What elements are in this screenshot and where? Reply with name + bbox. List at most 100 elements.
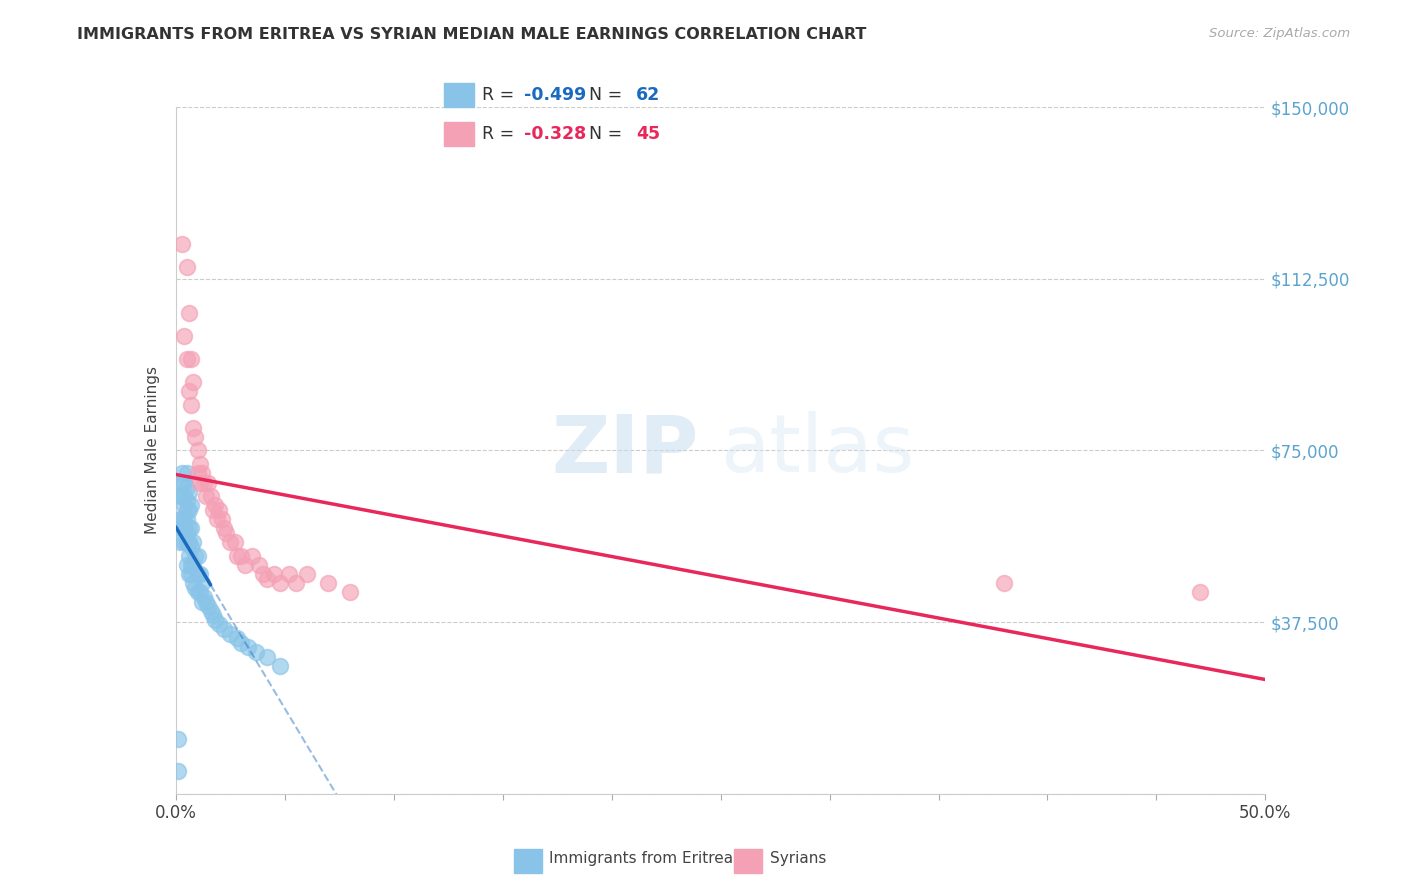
Point [231, 636, 253, 650]
Point [256, 649, 278, 664]
Point [245, 645, 267, 659]
Point [184, 581, 207, 595]
Point [180, 540, 202, 554]
Point [212, 622, 235, 636]
Point [195, 489, 218, 503]
Point [172, 489, 194, 503]
Point [173, 475, 195, 490]
Point [176, 260, 198, 275]
Point [176, 503, 198, 517]
Point [188, 567, 211, 582]
Text: Source: ZipAtlas.com: Source: ZipAtlas.com [1209, 27, 1350, 40]
Point [197, 599, 219, 614]
Point [269, 658, 291, 673]
Point [176, 480, 198, 494]
Text: 62: 62 [636, 87, 661, 104]
Point [177, 567, 200, 582]
Point [211, 512, 233, 526]
Point [191, 467, 214, 481]
Point [181, 576, 204, 591]
Point [176, 535, 198, 549]
Point [172, 521, 194, 535]
Text: 45: 45 [636, 125, 659, 143]
Point [188, 457, 211, 471]
Text: ZIP: ZIP [551, 411, 699, 490]
Point [188, 585, 211, 599]
Point [225, 631, 247, 645]
Point [225, 549, 247, 563]
Point [180, 558, 202, 572]
FancyBboxPatch shape [444, 122, 474, 146]
Point [231, 549, 253, 563]
Point [177, 521, 200, 535]
Point [193, 590, 215, 604]
Point [169, 512, 191, 526]
Text: N =: N = [589, 87, 628, 104]
Point [177, 535, 200, 549]
Text: R =: R = [482, 87, 520, 104]
Point [219, 535, 242, 549]
Point [295, 567, 318, 582]
Point [263, 567, 285, 582]
Point [180, 398, 202, 412]
Text: IMMIGRANTS FROM ERITREA VS SYRIAN MEDIAN MALE EARNINGS CORRELATION CHART: IMMIGRANTS FROM ERITREA VS SYRIAN MEDIAN… [77, 27, 866, 42]
Point [186, 467, 209, 481]
Point [993, 576, 1015, 591]
Point [181, 535, 204, 549]
Point [284, 576, 307, 591]
Point [235, 558, 257, 572]
Point [169, 489, 191, 503]
Point [204, 499, 226, 513]
Point [177, 484, 200, 499]
Point [176, 351, 198, 366]
Point [191, 576, 214, 591]
Point [176, 525, 198, 540]
FancyBboxPatch shape [515, 849, 541, 873]
Point [186, 585, 209, 599]
Point [177, 503, 200, 517]
Point [173, 329, 195, 343]
Point [176, 493, 198, 508]
Point [215, 525, 238, 540]
Point [201, 503, 224, 517]
Point [186, 443, 209, 458]
Point [177, 549, 200, 563]
Point [184, 430, 207, 444]
Point [318, 576, 340, 591]
Point [205, 512, 228, 526]
Point [269, 576, 291, 591]
Point [200, 604, 222, 618]
Text: atlas: atlas [721, 411, 915, 490]
Point [169, 535, 191, 549]
Point [172, 475, 194, 490]
Text: -0.328: -0.328 [523, 125, 586, 143]
Point [208, 503, 231, 517]
Point [200, 489, 222, 503]
Y-axis label: Median Male Earnings: Median Male Earnings [145, 367, 160, 534]
Point [177, 384, 200, 398]
Point [204, 613, 226, 627]
Point [180, 567, 202, 582]
Point [176, 558, 198, 572]
Point [186, 549, 209, 563]
FancyBboxPatch shape [444, 83, 474, 107]
Point [186, 567, 209, 582]
Point [212, 521, 235, 535]
Point [224, 535, 246, 549]
Point [184, 549, 207, 563]
Point [247, 558, 270, 572]
Point [172, 512, 194, 526]
Point [252, 567, 274, 582]
Point [173, 512, 195, 526]
Point [195, 594, 218, 608]
Point [193, 475, 215, 490]
Text: N =: N = [589, 125, 628, 143]
Point [191, 594, 214, 608]
FancyBboxPatch shape [734, 849, 762, 873]
Point [180, 499, 202, 513]
Point [167, 731, 190, 746]
Point [278, 567, 301, 582]
Point [176, 512, 198, 526]
Point [219, 626, 242, 640]
Point [167, 764, 190, 778]
